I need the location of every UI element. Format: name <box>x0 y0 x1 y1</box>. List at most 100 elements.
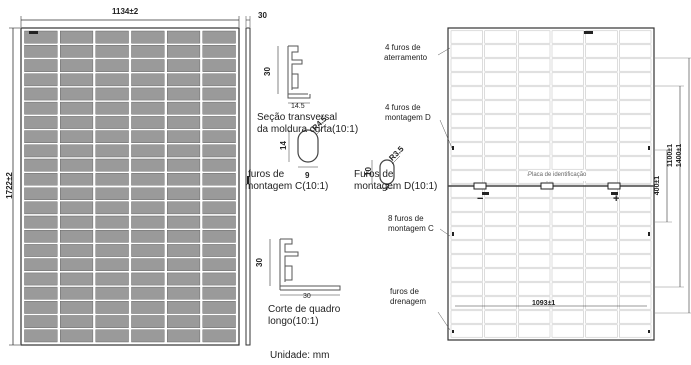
front-cell <box>60 244 94 257</box>
back-cell <box>484 310 517 324</box>
junction-box-center <box>540 182 554 190</box>
back-cell <box>484 324 517 338</box>
back-cell <box>484 212 517 226</box>
drain-hole-left <box>452 330 454 333</box>
dim-400-label: 400±1 <box>654 175 662 196</box>
back-cell <box>619 296 652 310</box>
back-cell <box>450 198 483 212</box>
front-cell <box>166 101 201 115</box>
front-cell <box>24 101 58 115</box>
front-cell <box>24 244 58 257</box>
front-cell <box>60 59 94 72</box>
back-cell <box>450 128 483 142</box>
back-cell <box>619 170 652 184</box>
front-cell <box>95 272 129 286</box>
hole-c-radius-leader <box>315 123 327 136</box>
front-cell <box>166 73 201 87</box>
back-cell <box>585 156 618 170</box>
back-cell <box>551 282 584 296</box>
back-cell <box>585 170 618 184</box>
front-cell <box>131 101 165 115</box>
hole-d-caption-2: montagem D(10:1) <box>354 181 438 192</box>
front-cell <box>60 201 94 215</box>
front-cell <box>166 286 201 300</box>
front-cell <box>24 229 58 243</box>
front-cell <box>60 101 94 115</box>
back-cell <box>585 142 618 156</box>
front-cell <box>95 201 129 215</box>
front-cell <box>24 315 58 328</box>
front-cell <box>202 215 236 229</box>
front-cell <box>131 87 165 101</box>
front-cell <box>202 144 236 158</box>
front-cell <box>166 187 201 200</box>
back-cell <box>551 100 584 114</box>
front-cell <box>202 87 236 101</box>
back-cell <box>450 226 483 240</box>
front-cell <box>166 329 201 343</box>
back-cell <box>551 198 584 212</box>
back-cell <box>484 142 517 156</box>
back-cell <box>518 156 551 170</box>
front-cell <box>24 130 58 144</box>
back-cell <box>484 282 517 296</box>
back-cell <box>518 240 551 254</box>
grounding-callout-1: 4 furos de <box>385 43 421 52</box>
back-cell <box>450 30 483 44</box>
back-cell <box>484 296 517 310</box>
back-cell <box>619 72 652 86</box>
back-cell <box>484 184 517 198</box>
front-cell <box>131 315 165 328</box>
front-cell <box>202 244 236 257</box>
front-cell <box>95 144 129 158</box>
back-top-label-mark <box>584 31 593 34</box>
back-cell <box>450 240 483 254</box>
long-frame-caption-2: longo(10:1) <box>268 316 319 327</box>
front-cell <box>24 73 58 87</box>
back-cell <box>619 254 652 268</box>
drain-leader <box>437 311 451 331</box>
dim-1093-label: 1093±1 <box>532 300 556 307</box>
back-cell <box>619 86 652 100</box>
back-cell <box>585 100 618 114</box>
back-cell <box>619 114 652 128</box>
short-frame-caption-1: Seção transversal <box>257 112 338 123</box>
front-cell <box>131 45 165 58</box>
back-cell <box>551 128 584 142</box>
back-cell <box>484 156 517 170</box>
front-cell <box>60 229 94 243</box>
back-cell <box>619 128 652 142</box>
plus-terminal: + <box>613 193 620 205</box>
back-cell <box>484 226 517 240</box>
back-cell <box>518 100 551 114</box>
long-frame-width-label: 30 <box>303 293 311 300</box>
mount-hole-c-shape <box>297 129 319 163</box>
front-cell <box>24 45 58 58</box>
back-cell <box>585 324 618 338</box>
back-cell <box>518 254 551 268</box>
hole-c-width-label: 9 <box>305 171 310 180</box>
front-cell <box>166 59 201 72</box>
drain-hole-right <box>648 330 650 333</box>
back-cell <box>518 184 551 198</box>
mount-d-leader <box>439 119 453 149</box>
front-cell <box>166 215 201 229</box>
back-cell <box>450 156 483 170</box>
back-cell <box>450 170 483 184</box>
front-cell <box>95 101 129 115</box>
back-cell <box>551 212 584 226</box>
short-frame-caption-2: da moldura curta(10:1) <box>257 124 359 135</box>
back-cell <box>585 128 618 142</box>
front-frame <box>20 27 240 346</box>
front-cell <box>95 315 129 328</box>
back-cell <box>450 268 483 282</box>
front-cell <box>131 30 165 44</box>
front-cell <box>60 45 94 58</box>
back-cell <box>518 212 551 226</box>
front-cell <box>202 45 236 58</box>
back-cell <box>551 156 584 170</box>
front-cell <box>202 187 236 200</box>
back-cell <box>585 268 618 282</box>
back-cell <box>484 72 517 86</box>
